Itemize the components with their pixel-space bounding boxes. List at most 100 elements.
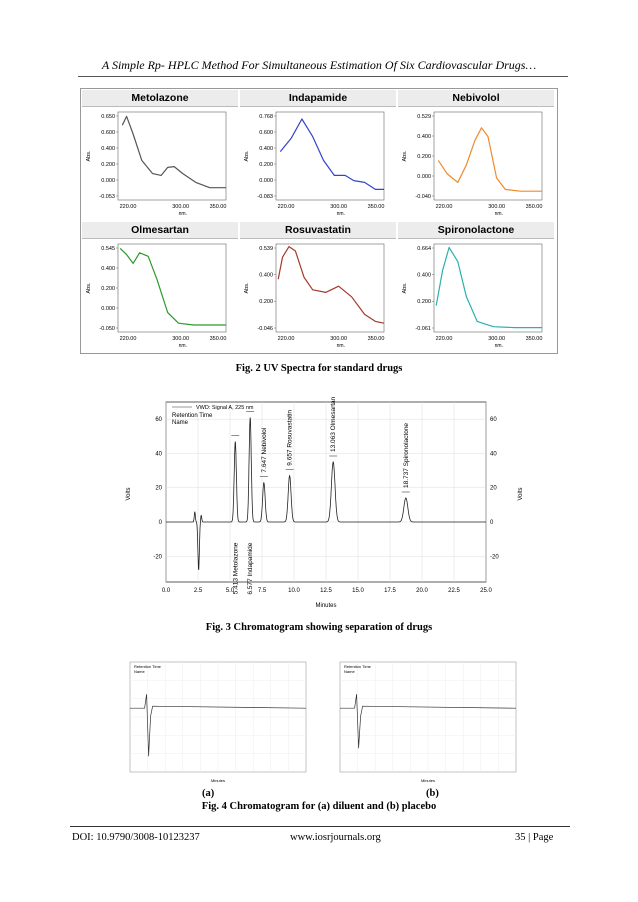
chromatogram-figure: 0.0 2.5 5.0 7.5 10.0 12.5 15.0 17.5 20.0 22.5 25.0… (126, 396, 524, 609)
chromatogram-y-label-right: Volts (518, 487, 524, 500)
x-tick-label: 7.5 (258, 588, 267, 594)
uv-spectrum-spironolactone: Spironolactone 0.664 0.400 0.200 -0.061 220.0… (398, 222, 554, 352)
uv-plot-frame (433, 243, 543, 333)
uv-x-tick-label: 300.00 (488, 204, 505, 210)
figure-2-caption: Fig. 2 UV Spectra for standard drugs (235, 363, 403, 374)
figure-3-caption: Fig. 3 Chromatogram showing separation o… (205, 622, 433, 633)
y-tick-label-right: -20 (490, 554, 499, 560)
uv-y-tick-label: 0.545 (101, 246, 115, 252)
x-tick-label: 12.5 (320, 588, 332, 594)
uv-y-tick-label: -0.061 (415, 326, 431, 332)
uv-spectrum-title: Rosuvastatin (240, 222, 396, 239)
uv-y-tick-label: 0.200 (417, 299, 431, 305)
y-tick-label-right: 20 (490, 486, 497, 492)
uv-y-label: Abs. (244, 282, 250, 293)
x-tick-label: 5.0 (226, 588, 235, 594)
uv-plot-frame (117, 243, 227, 333)
uv-y-tick-label: -0.040 (415, 194, 431, 200)
uv-y-tick-label: 0.539 (259, 246, 273, 252)
x-tick-label: 22.5 (448, 588, 460, 594)
uv-y-tick-label: 0.200 (101, 162, 115, 168)
uv-y-tick-label: 0.200 (101, 286, 115, 292)
uv-y-tick-label: 0.650 (101, 114, 115, 120)
small-trace (130, 694, 307, 757)
uv-y-tick-label: 0.200 (259, 299, 273, 305)
peak-label: 7.647 Nebivolol (261, 427, 268, 472)
uv-y-label: Abs. (402, 150, 408, 161)
uv-spectra-grid: Metolazone 0.650 0.600 0.400 0.200 0.000 -0.05… (80, 88, 558, 354)
uv-y-tick-label: 0.000 (101, 306, 115, 312)
uv-spectrum-title: Olmesartan (82, 222, 238, 239)
peak-label: 5.413 Metolazone (232, 542, 239, 594)
x-tick-label: 15.0 (352, 588, 364, 594)
x-tick-label: 25.0 (480, 588, 492, 594)
peak-label: 6.577 Indapamide (247, 542, 254, 594)
uv-x-tick-label: 300.00 (488, 336, 505, 342)
footer-rule (70, 826, 570, 827)
uv-y-tick-label: 0.600 (259, 130, 273, 136)
uv-x-label: nm. (495, 211, 503, 217)
uv-x-tick-label: 350.00 (368, 336, 385, 342)
uv-spectrum-olmesartan: Olmesartan 0.545 0.400 0.200 0.000 -0.050 220.… (82, 222, 238, 352)
uv-x-label: nm. (179, 211, 187, 217)
uv-spectrum-plot: 0.539 0.400 0.200 -0.046 220.00 300.00 350.00 n… (244, 243, 385, 349)
uv-y-label: Abs. (402, 282, 408, 293)
x-tick-label: 20.0 (416, 588, 428, 594)
small-x-label: Minutes (211, 778, 225, 783)
panel-b-label: (b) (426, 788, 439, 799)
y-tick-label: 0 (159, 520, 163, 526)
uv-x-tick-label: 300.00 (330, 204, 347, 210)
uv-y-tick-label: -0.083 (257, 194, 273, 200)
uv-spectrum-curve (121, 115, 226, 189)
chromatogram-x-label: Minutes (315, 603, 336, 609)
uv-spectrum-curve (119, 247, 226, 326)
small-legend: Name (134, 669, 145, 674)
uv-x-label: nm. (337, 211, 345, 217)
uv-y-tick-label: 0.000 (417, 174, 431, 180)
y-tick-label: 40 (155, 451, 162, 457)
peak-label: 18.737 Spironolactone (403, 423, 410, 488)
uv-x-tick-label: 350.00 (210, 204, 227, 210)
small-legend: Retention Time (344, 664, 372, 669)
uv-x-tick-label: 220.00 (278, 336, 295, 342)
legend-retention-time: Retention Time (172, 413, 213, 419)
uv-x-tick-label: 220.00 (436, 204, 453, 210)
uv-x-tick-label: 220.00 (120, 204, 137, 210)
small-legend: Retention Time (134, 664, 162, 669)
x-tick-label: 2.5 (194, 588, 203, 594)
uv-x-tick-label: 300.00 (330, 336, 347, 342)
uv-y-tick-label: 0.000 (259, 178, 273, 184)
uv-spectrum-title: Indapamide (240, 90, 396, 107)
page-number: 35 | Page (515, 832, 554, 843)
uv-plot-frame (433, 111, 543, 201)
uv-x-tick-label: 220.00 (436, 336, 453, 342)
uv-y-label: Abs. (86, 282, 92, 293)
y-tick-label-right: 60 (490, 417, 497, 423)
uv-y-tick-label: 0.600 (101, 130, 115, 136)
uv-y-tick-label: 0.664 (417, 246, 431, 252)
uv-y-tick-label: 0.400 (417, 272, 431, 278)
panel-a-label: (a) (202, 788, 215, 799)
y-tick-label-right: 0 (490, 520, 494, 526)
x-tick-label: 0.0 (162, 588, 171, 594)
uv-x-tick-label: 220.00 (278, 204, 295, 210)
doi: DOI: 10.9790/3008-10123237 (72, 832, 200, 843)
uv-y-tick-label: -0.050 (99, 326, 115, 332)
uv-x-tick-label: 220.00 (120, 336, 137, 342)
y-tick-label: -20 (153, 554, 162, 560)
uv-plot-frame (275, 111, 385, 201)
uv-x-tick-label: 350.00 (210, 336, 227, 342)
legend-name: Name (172, 420, 189, 426)
uv-spectrum-rosuvastatin: Rosuvastatin 0.539 0.400 0.200 -0.046 220.00 3… (240, 222, 396, 352)
uv-plot-frame (117, 111, 227, 201)
uv-y-tick-label: 0.400 (417, 134, 431, 140)
uv-spectrum-plot: 0.664 0.400 0.200 -0.061 220.00 300.00 350.00 n… (402, 243, 543, 349)
uv-y-tick-label: 0.400 (259, 272, 273, 278)
uv-y-tick-label: -0.046 (257, 326, 273, 332)
uv-spectrum-nebivolol: Nebivolol 0.529 0.400 0.200 0.000 -0.040 220.0… (398, 90, 554, 220)
header-rule (78, 76, 568, 77)
uv-spectrum-metolazone: Metolazone 0.650 0.600 0.400 0.200 0.000 -0.05… (82, 90, 238, 220)
uv-spectrum-plot: 0.650 0.600 0.400 0.200 0.000 -0.053 220.00 300… (86, 111, 227, 217)
uv-x-label: nm. (495, 343, 503, 349)
peak-label: 13.063 Olmesartan (330, 396, 337, 452)
